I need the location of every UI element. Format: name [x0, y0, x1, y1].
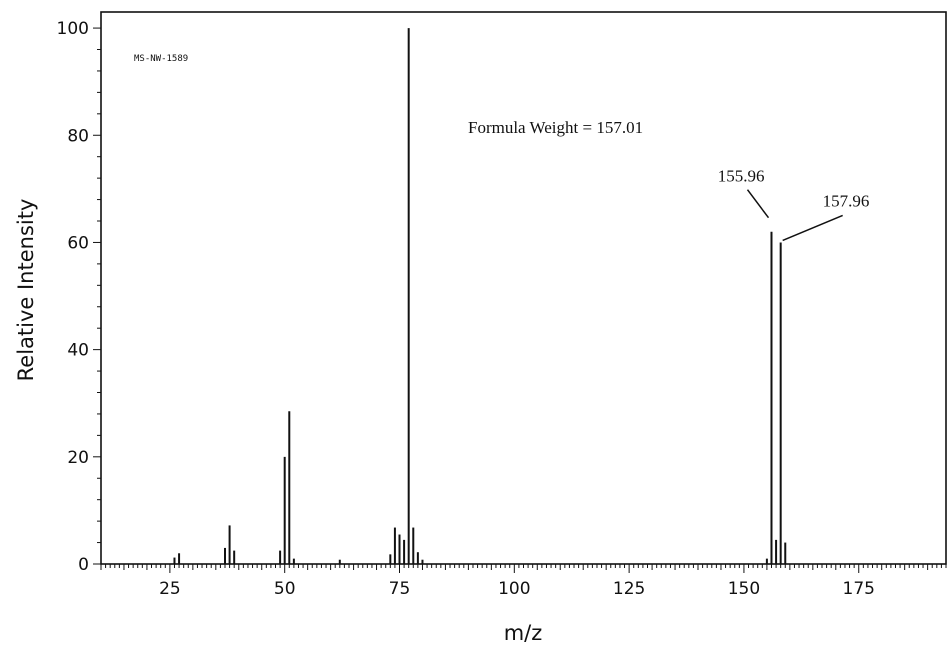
y-axis-ticks: 0 20 40 60 80 100	[57, 19, 101, 575]
x-tick-label: 50	[274, 579, 296, 599]
peak-label-leader	[746, 189, 770, 219]
x-tick-label: 125	[613, 579, 645, 599]
y-tick-label: 100	[57, 19, 89, 39]
spectrum-peaks	[173, 28, 787, 564]
y-tick-label: 0	[78, 555, 89, 575]
y-tick-label: 80	[67, 126, 89, 146]
x-tick-label: 150	[728, 579, 760, 599]
x-tick-label: 25	[159, 579, 181, 599]
formula-weight-label: Formula Weight = 157.01	[468, 118, 643, 137]
x-tick-label: 100	[498, 579, 530, 599]
peak-annotations: 155.96 157.96	[718, 167, 870, 242]
y-tick-label: 40	[67, 341, 89, 361]
x-axis-ticks: 25 50 75 100 125 150 175	[100, 564, 947, 599]
y-axis-title: Relative Intensity	[14, 199, 38, 382]
x-tick-label: 175	[843, 579, 875, 599]
peak-label: 155.96	[718, 167, 765, 186]
plot-frame	[100, 11, 947, 565]
y-tick-label: 60	[67, 233, 89, 253]
x-axis-title: m/z	[504, 621, 543, 645]
peak-label-leader	[782, 214, 843, 242]
y-tick-label: 20	[67, 448, 89, 468]
spectrum-id-label: MS-NW-1589	[134, 54, 188, 64]
peak-label: 157.96	[823, 191, 870, 210]
x-tick-label: 75	[389, 579, 411, 599]
